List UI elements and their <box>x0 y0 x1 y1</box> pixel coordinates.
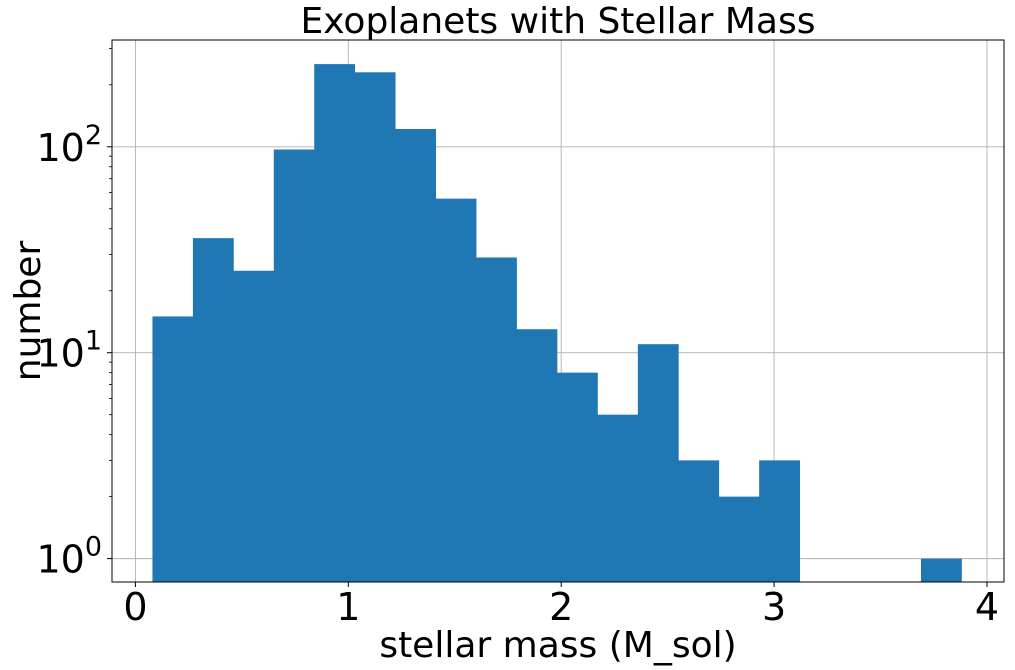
histogram-bar <box>233 270 275 582</box>
y-axis-label: number <box>8 241 49 382</box>
histogram-bars <box>152 64 962 583</box>
y-tick-label: 102 <box>36 120 102 170</box>
y-tick-label: 101 <box>36 326 102 376</box>
histogram-bar <box>152 316 194 582</box>
x-tick-label: 1 <box>336 585 360 629</box>
y-axis: 100 101 102 <box>36 48 112 582</box>
histogram-bar <box>435 198 477 582</box>
histogram-bar <box>395 128 436 582</box>
plot-frame <box>111 39 1005 583</box>
x-tick-label: 0 <box>123 585 147 629</box>
y-tick-label: 100 <box>36 532 102 582</box>
histogram-bar <box>476 257 517 582</box>
x-axis-label: stellar mass (M_sol) <box>379 625 736 666</box>
histogram-bar <box>637 344 679 582</box>
histogram-bar <box>920 558 962 582</box>
plot-area <box>111 39 1005 583</box>
x-axis: 0 1 2 3 4 <box>123 582 999 629</box>
histogram-bar <box>718 496 760 582</box>
histogram-bar <box>678 460 720 582</box>
histogram-bar <box>516 329 558 582</box>
x-tick-label: 4 <box>975 585 999 629</box>
histogram-bar <box>314 64 356 583</box>
histogram-bar <box>597 414 639 582</box>
chart-title: Exoplanets with Stellar Mass <box>300 1 815 42</box>
histogram-bar <box>759 460 801 582</box>
histogram-bar <box>192 238 234 582</box>
histogram-bar <box>273 149 315 582</box>
x-tick-label: 3 <box>762 585 786 629</box>
x-tick-label: 2 <box>549 585 573 629</box>
histogram-bar <box>354 72 396 582</box>
histogram-bar <box>556 372 598 582</box>
